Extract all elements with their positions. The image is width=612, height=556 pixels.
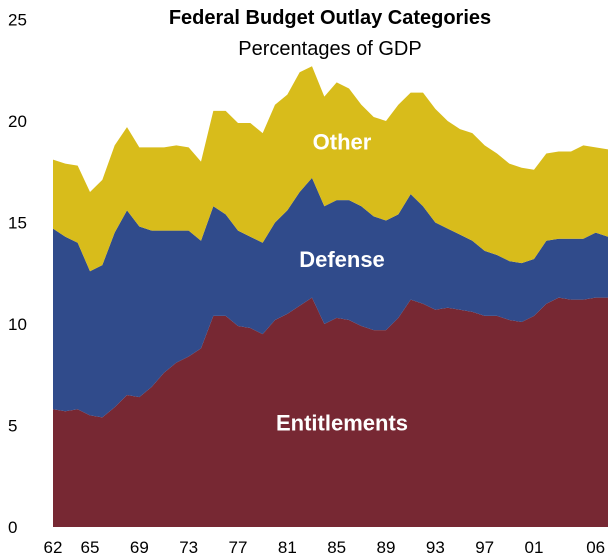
x-tick-label: 89 [377, 538, 396, 556]
x-tick-label: 81 [278, 538, 297, 556]
series-label-other: Other [313, 129, 372, 154]
x-tick-label: 01 [525, 538, 544, 556]
y-tick-label: 25 [8, 11, 27, 30]
y-tick-label: 5 [8, 417, 17, 436]
y-axis-ticks: 0 5 10 15 20 25 [8, 11, 27, 538]
x-tick-label: 97 [475, 538, 494, 556]
x-tick-label: 73 [179, 538, 198, 556]
x-axis-ticks: 62 65 69 73 77 81 85 89 93 97 01 06 [44, 538, 606, 556]
x-tick-label: 65 [81, 538, 100, 556]
y-tick-label: 10 [8, 315, 27, 334]
y-tick-label: 15 [8, 214, 27, 233]
series-area-defense [53, 177, 608, 418]
y-tick-label: 20 [8, 112, 27, 131]
series-label-defense: Defense [299, 247, 385, 272]
chart-areas [53, 66, 608, 527]
x-tick-label: 93 [426, 538, 445, 556]
series-label-entitlements: Entitlements [276, 410, 408, 435]
series-area-entitlements [53, 297, 608, 527]
x-tick-label: 62 [44, 538, 63, 556]
x-tick-label: 69 [130, 538, 149, 556]
chart-subtitle: Percentages of GDP [238, 38, 421, 60]
x-tick-label: 77 [229, 538, 248, 556]
y-tick-label: 0 [8, 518, 17, 537]
series-labels: Entitlements Defense Other [276, 129, 408, 435]
x-tick-label: 85 [327, 538, 346, 556]
x-tick-label: 06 [586, 538, 605, 556]
chart-title: Federal Budget Outlay Categories [169, 7, 491, 29]
series-area-other [53, 66, 608, 272]
